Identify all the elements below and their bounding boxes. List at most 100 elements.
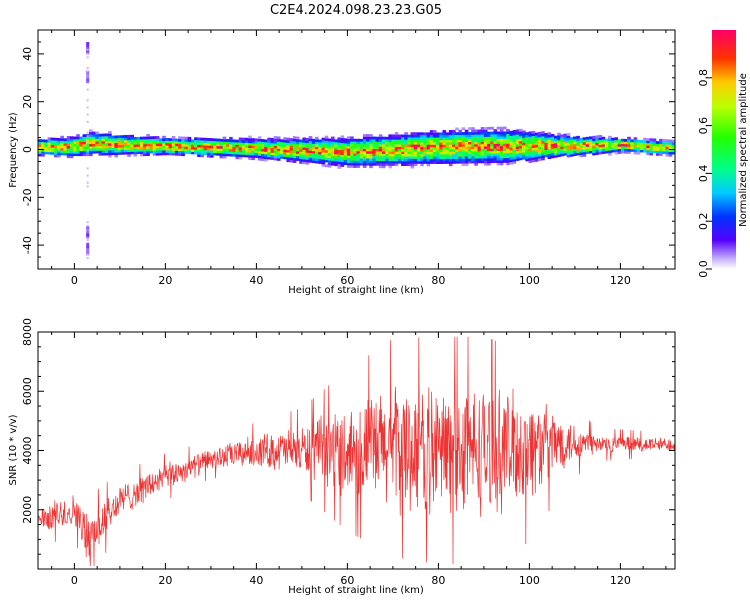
heatmap-cell [388, 151, 392, 154]
heatmap-cell [362, 153, 367, 156]
heatmap-cell [149, 145, 154, 149]
heatmap-cell [550, 141, 555, 144]
heatmap-cell [468, 134, 472, 138]
heatmap-cell [662, 139, 666, 142]
heatmap-cell [598, 139, 603, 143]
heatmap-cell [273, 136, 278, 139]
heatmap-cell [506, 136, 510, 139]
heatmap-cell [550, 136, 555, 140]
heatmap-cell [235, 154, 240, 157]
heatmap-cell [659, 143, 663, 147]
heatmap-cell [225, 153, 230, 157]
heatmap-cell [101, 150, 106, 154]
heatmap-cell [356, 160, 361, 164]
heatmap-cell [127, 137, 131, 141]
heatmap-cell [359, 146, 364, 149]
heatmap-cell [353, 150, 357, 154]
x-tick-label: 40 [249, 574, 263, 587]
heatmap-cell [159, 143, 163, 146]
heatmap-cell [66, 140, 71, 144]
heatmap-cell [375, 148, 380, 152]
y-tick-label: -40 [21, 236, 34, 254]
heatmap-cell [620, 145, 625, 149]
heatmap-cell [111, 142, 115, 146]
heatmap-cell [490, 141, 494, 144]
heatmap-cell [410, 163, 415, 167]
heatmap-cell [362, 165, 367, 168]
heatmap-cell [541, 131, 545, 134]
heatmap-cell [206, 145, 211, 148]
heatmap-cell [483, 127, 488, 130]
heatmap-cell [343, 152, 348, 156]
heatmap-cell [391, 163, 396, 166]
heatmap-cell [124, 137, 128, 141]
heatmap-cell [589, 143, 593, 147]
heatmap-cell [442, 139, 447, 143]
heatmap-cell [496, 136, 501, 140]
heatmap-cell [264, 141, 268, 145]
heatmap-cell [292, 160, 297, 163]
heatmap-cell [617, 139, 622, 142]
heatmap-cell [436, 139, 440, 143]
heatmap-cell [404, 151, 408, 155]
heatmap-cell [127, 146, 131, 150]
heatmap-cell [299, 151, 303, 155]
heatmap-cell [356, 155, 361, 159]
spectrogram-heatmap [38, 42, 675, 260]
heatmap-cell [499, 131, 504, 135]
heatmap-cell [369, 139, 373, 142]
heatmap-cell [359, 160, 364, 164]
heatmap-cell [448, 151, 453, 155]
heatmap-cell [273, 152, 278, 156]
heatmap-cell [420, 132, 424, 136]
heatmap-cell [270, 154, 275, 158]
heatmap-cell [385, 163, 389, 166]
heatmap-cell [149, 143, 154, 147]
heatmap-cell [461, 144, 466, 147]
heatmap-cell [206, 154, 211, 158]
heatmap-cell [273, 155, 278, 158]
heatmap-cell [171, 148, 176, 151]
heatmap-cell [267, 147, 271, 150]
heatmap-cell [662, 141, 666, 145]
heatmap-cell [589, 145, 593, 149]
heatmap-cell [496, 155, 501, 159]
heatmap-cell [432, 142, 437, 145]
heatmap-cell [343, 162, 348, 165]
heatmap-cell [139, 143, 144, 147]
heatmap-cell [534, 154, 539, 157]
heatmap-cell [620, 150, 625, 154]
heatmap-cell [617, 143, 622, 147]
heatmap-cell [471, 148, 475, 152]
heatmap-cell [210, 140, 214, 144]
heatmap-cell [334, 148, 338, 152]
heatmap-cell [324, 157, 329, 160]
heatmap-cell [382, 143, 386, 147]
heatmap-cell [108, 154, 112, 158]
heatmap-cell [397, 158, 402, 162]
heatmap-cell [175, 150, 179, 154]
heatmap-cell [229, 139, 233, 143]
heatmap-cell [155, 143, 160, 146]
heatmap-cell [346, 136, 351, 140]
heatmap-cell [299, 141, 303, 145]
heatmap-cell [254, 150, 259, 154]
heatmap-cell [372, 146, 376, 149]
heatmap-cell [538, 153, 542, 157]
heatmap-cell [624, 143, 628, 147]
heatmap-cell [468, 153, 472, 157]
heatmap-cell [308, 136, 313, 139]
heatmap-cell [550, 134, 555, 137]
heatmap-cell [601, 139, 606, 142]
heatmap-cell [604, 148, 609, 152]
heatmap-cell [315, 155, 319, 159]
heatmap-cell [369, 165, 373, 169]
heatmap-cell [595, 147, 599, 151]
heatmap-cell [305, 145, 310, 148]
heatmap-cell [63, 138, 68, 142]
heatmap-cell [321, 154, 326, 158]
heatmap-cell [321, 144, 326, 148]
heatmap-cell [280, 151, 284, 154]
heatmap-cell [98, 150, 103, 154]
heatmap-cell [617, 151, 622, 154]
